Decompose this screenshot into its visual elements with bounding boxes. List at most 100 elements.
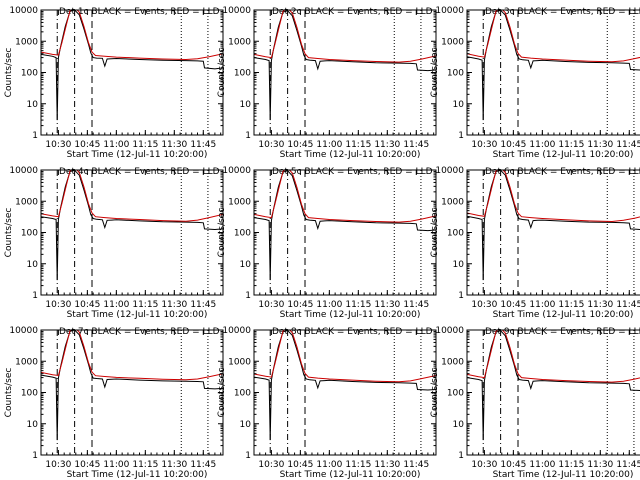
series-line-events [467, 10, 640, 121]
y-tick-label: 1 [245, 131, 251, 141]
x-tick-label: 11:15 [345, 300, 371, 310]
series-line-lld [254, 330, 436, 383]
x-tick-label: 10:45 [287, 460, 313, 470]
y-axis-label: Counts/sec [430, 208, 440, 258]
chart-title: Det 1c BLACK = Events, RED = LLD [59, 7, 220, 17]
chart-title: Det 4c BLACK = Events, RED = LLD [59, 167, 220, 177]
y-axis-label: Counts/sec [4, 208, 14, 258]
x-tick-label: 10:30 [471, 140, 497, 150]
chart-panel-3: Det 3c BLACK = Events, RED = LLD 1 10 100 10… [430, 6, 640, 160]
y-tick-label: 10000 [9, 326, 38, 336]
series-line-events [467, 170, 640, 281]
chart-panel-9: Det 9c BLACK = Events, RED = LLD 1 10 100 10… [430, 326, 640, 480]
y-tick-label: 10 [27, 420, 39, 430]
x-tick-label: 11:30 [587, 140, 613, 150]
plot-frame [466, 169, 640, 296]
x-tick-label: 11:00 [103, 460, 129, 470]
x-tick-label: 11:00 [529, 460, 555, 470]
y-tick-label: 1 [458, 451, 464, 461]
x-tick-label: 11:45 [190, 140, 216, 150]
x-tick-label: 11:00 [529, 140, 555, 150]
x-tick-label: 11:00 [103, 300, 129, 310]
chart-panel-8: Det 8c BLACK = Events, RED = LLD 1 10 100 10… [217, 326, 437, 480]
x-tick-label: 10:45 [500, 300, 526, 310]
y-axis-label: Counts/sec [4, 48, 14, 98]
y-tick-label: 10000 [222, 166, 251, 176]
x-tick-label: 11:30 [587, 460, 613, 470]
y-tick-label: 1000 [15, 357, 38, 367]
x-tick-label: 10:30 [258, 140, 284, 150]
x-tick-label: 10:30 [471, 460, 497, 470]
x-tick-label: 11:00 [316, 300, 342, 310]
y-tick-label: 10 [240, 100, 252, 110]
x-tick-label: 10:45 [287, 300, 313, 310]
x-tick-label: 11:15 [345, 140, 371, 150]
chart-panel-2: Det 2c BLACK = Events, RED = LLD 1 10 100 10… [217, 6, 437, 160]
x-tick-label: 11:45 [403, 300, 429, 310]
x-tick-label: 11:45 [403, 140, 429, 150]
x-tick-label: 11:45 [403, 460, 429, 470]
y-axis-label: Counts/sec [4, 368, 14, 418]
x-tick-label: 11:15 [558, 140, 584, 150]
x-tick-label: 11:45 [616, 140, 640, 150]
plot-frame [40, 169, 224, 296]
x-axis-label: Start Time (12-Jul-11 10:20:00) [493, 470, 634, 480]
x-tick-label: 11:30 [161, 460, 187, 470]
x-axis-label: Start Time (12-Jul-11 10:20:00) [67, 470, 208, 480]
y-tick-label: 1000 [441, 37, 464, 47]
y-tick-label: 100 [21, 69, 38, 79]
series-line-events [41, 170, 223, 281]
x-tick-label: 10:30 [258, 300, 284, 310]
x-tick-label: 10:30 [471, 300, 497, 310]
series-line-events [254, 170, 436, 281]
chart-panel-5: Det 5c BLACK = Events, RED = LLD 1 10 100 10… [217, 166, 437, 320]
series-line-lld [467, 10, 640, 63]
x-tick-label: 10:45 [287, 140, 313, 150]
y-axis-label: Counts/sec [430, 48, 440, 98]
y-tick-label: 1000 [441, 197, 464, 207]
y-tick-label: 1000 [15, 37, 38, 47]
x-tick-label: 10:30 [45, 140, 71, 150]
y-tick-label: 100 [234, 229, 251, 239]
x-tick-label: 10:30 [258, 460, 284, 470]
chart-title: Det 5c BLACK = Events, RED = LLD [272, 167, 433, 177]
y-tick-label: 1 [245, 451, 251, 461]
chart-title: Det 3c BLACK = Events, RED = LLD [485, 7, 640, 17]
series-line-events [41, 10, 223, 121]
x-axis-label: Start Time (12-Jul-11 10:20:00) [280, 310, 421, 320]
x-tick-label: 11:30 [587, 300, 613, 310]
chart-title: Det 6c BLACK = Events, RED = LLD [485, 167, 640, 177]
chart-title: Det 7c BLACK = Events, RED = LLD [59, 327, 220, 337]
x-axis-label: Start Time (12-Jul-11 10:20:00) [280, 470, 421, 480]
y-axis-label: Counts/sec [430, 368, 440, 418]
x-tick-label: 10:30 [45, 460, 71, 470]
x-tick-label: 11:45 [616, 460, 640, 470]
y-tick-label: 1 [32, 451, 38, 461]
y-tick-label: 10000 [222, 326, 251, 336]
chart-title: Det 8c BLACK = Events, RED = LLD [272, 327, 433, 337]
series-line-lld [467, 170, 640, 223]
x-tick-label: 11:30 [161, 140, 187, 150]
chart-title: Det 2c BLACK = Events, RED = LLD [272, 7, 433, 17]
x-tick-label: 11:00 [529, 300, 555, 310]
y-tick-label: 10 [453, 100, 465, 110]
y-tick-label: 100 [234, 69, 251, 79]
series-line-lld [41, 330, 223, 381]
y-tick-label: 1 [458, 291, 464, 301]
x-tick-label: 11:15 [558, 460, 584, 470]
plot-frame [253, 169, 437, 296]
y-tick-label: 10 [453, 260, 465, 270]
y-tick-label: 10000 [435, 166, 464, 176]
x-tick-label: 11:00 [316, 140, 342, 150]
x-tick-label: 11:30 [374, 300, 400, 310]
x-tick-label: 10:45 [74, 460, 100, 470]
plot-frame [466, 9, 640, 136]
series-line-events [254, 10, 436, 121]
y-tick-label: 10000 [9, 6, 38, 16]
x-tick-label: 11:15 [132, 300, 158, 310]
plot-frame [466, 329, 640, 456]
y-tick-label: 1 [458, 131, 464, 141]
x-tick-label: 11:15 [132, 140, 158, 150]
x-tick-label: 11:15 [558, 300, 584, 310]
chart-panel-1: Det 1c BLACK = Events, RED = LLD 1 10 100 10… [4, 6, 224, 160]
